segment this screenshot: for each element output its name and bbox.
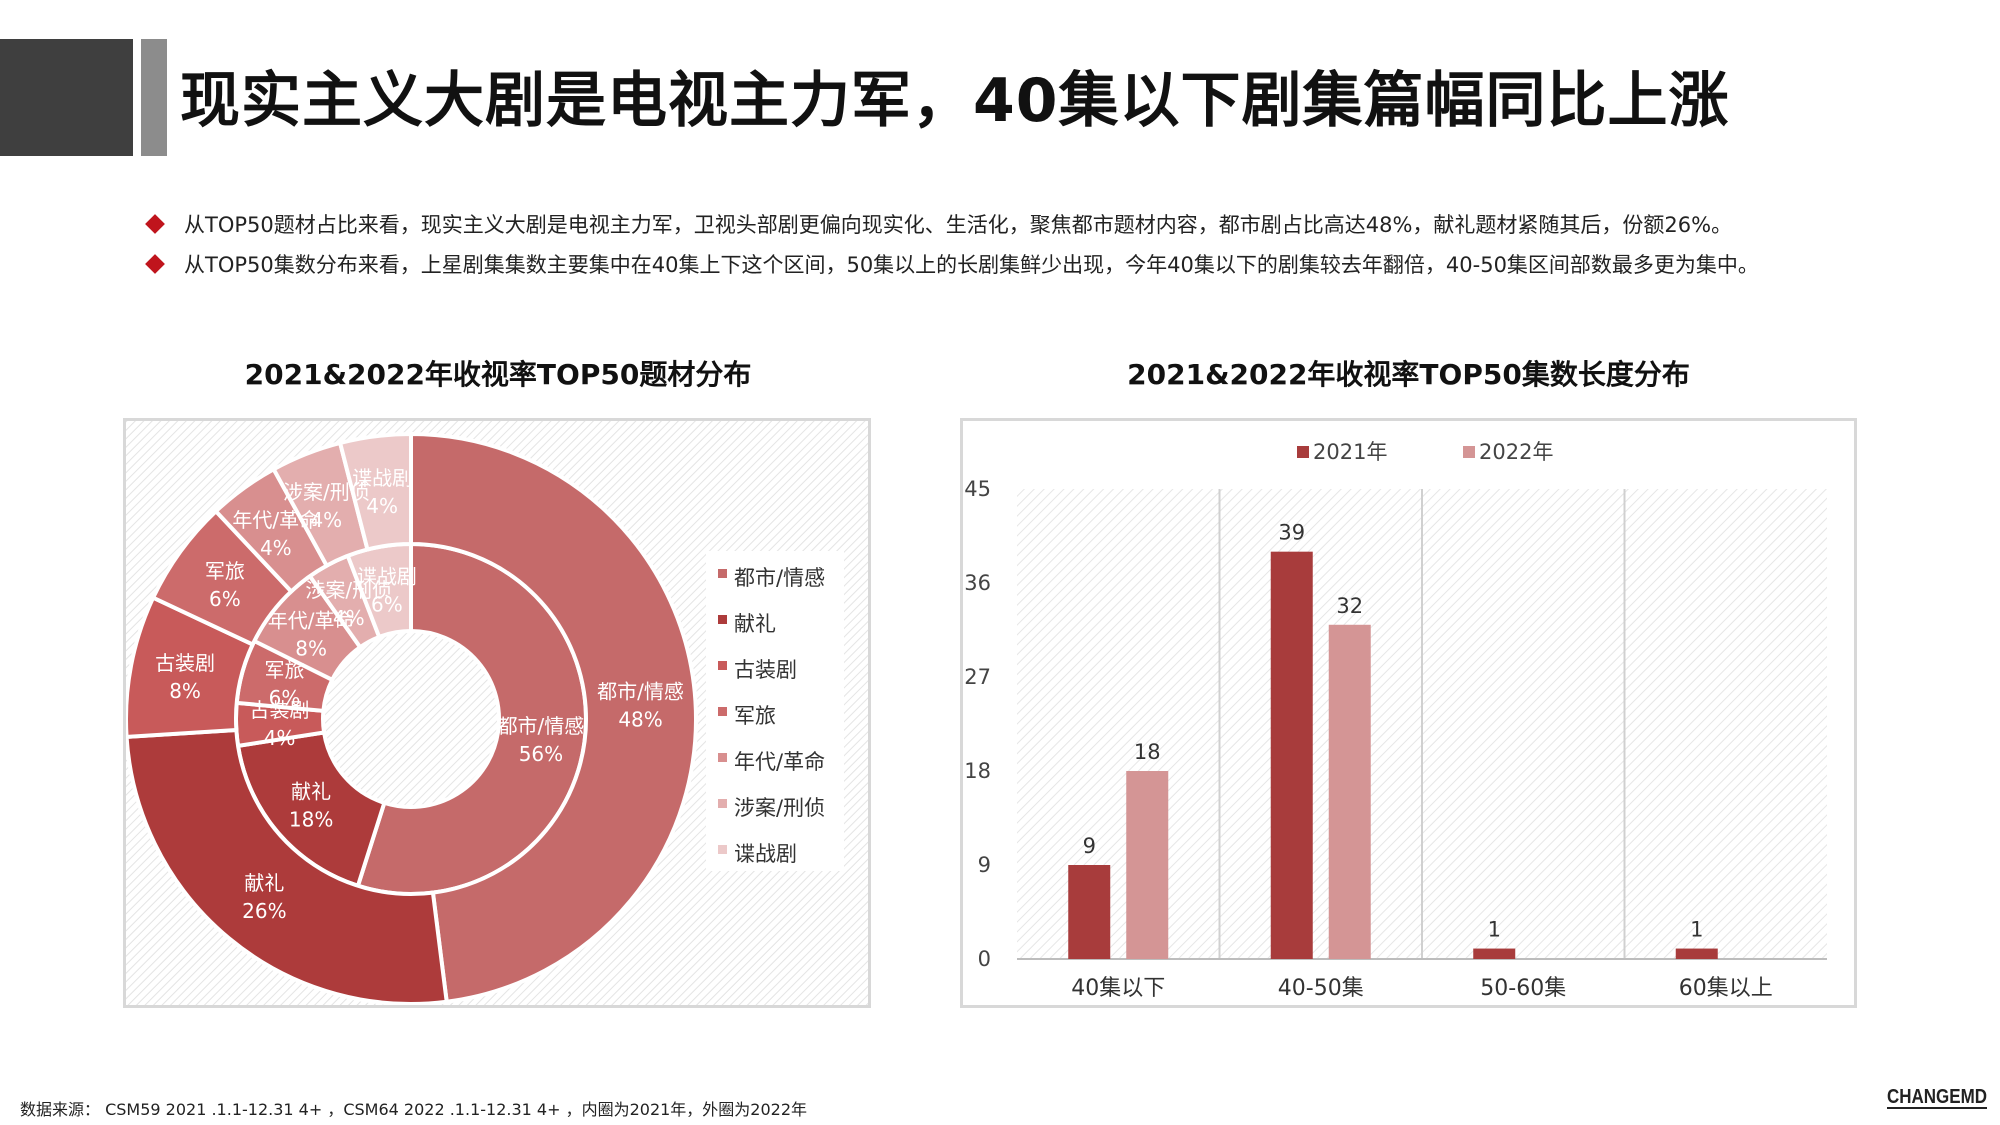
bar-data-label: 32 xyxy=(1336,594,1363,618)
legend-label: 2022年 xyxy=(1479,440,1553,464)
legend-swatch xyxy=(718,661,727,670)
legend-label: 谍战剧 xyxy=(734,842,797,866)
legend-swatch xyxy=(718,799,727,808)
donut-legend-bg xyxy=(706,551,844,871)
legend-label: 涉案/刑侦 xyxy=(734,796,825,820)
donut-percent-label: 8% xyxy=(169,679,201,703)
bullet-item: 从TOP50题材占比来看，现实主义大剧是电视主力军，卫视头部剧更偏向现实化、生活… xyxy=(142,204,1982,244)
legend-swatch xyxy=(1463,446,1475,458)
donut-percent-label: 4% xyxy=(264,726,296,750)
legend-label: 献礼 xyxy=(734,612,776,636)
donut-slice-outer-1 xyxy=(124,727,449,1006)
bar-data-label: 9 xyxy=(1083,834,1096,858)
donut-slice-outer-6 xyxy=(337,431,413,552)
donut-category-label: 涉案/刑侦 xyxy=(283,480,370,504)
x-category-label: 60集以上 xyxy=(1679,976,1773,1001)
bullet-list: 从TOP50题材占比来看，现实主义大剧是电视主力军，卫视头部剧更偏向现实化、生活… xyxy=(142,204,1982,284)
donut-slice-outer-0 xyxy=(409,431,698,1004)
donut-chart-frame: 都市/情感 56% 献礼 18% 古装剧 4% 军旅 6% 年代/革命 8% 涉案/刑侦 4% 谍战剧 6… xyxy=(123,418,871,1008)
bar-2021年-60集以上 xyxy=(1675,948,1718,959)
donut-category-label: 军旅 xyxy=(205,559,245,583)
legend-label: 年代/革命 xyxy=(734,750,825,774)
donut-percent-label: 6% xyxy=(269,686,301,710)
donut-category-label: 谍战剧 xyxy=(357,565,417,589)
donut-category-label: 都市/情感 xyxy=(597,680,684,704)
legend-label: 都市/情感 xyxy=(734,566,825,590)
donut-category-label: 献礼 xyxy=(291,780,331,804)
y-tick-label: 18 xyxy=(964,759,991,783)
diamond-bullet-icon xyxy=(145,254,165,274)
legend-swatch xyxy=(1297,446,1309,458)
bar-data-label: 39 xyxy=(1278,521,1305,545)
header-accent-block xyxy=(0,39,133,156)
bar-data-label: 1 xyxy=(1690,918,1703,942)
y-tick-label: 45 xyxy=(964,477,991,501)
donut-percent-label: 26% xyxy=(242,899,286,923)
donut-category-label: 年代/革命 xyxy=(268,608,355,632)
donut-category-label: 年代/革命 xyxy=(232,508,319,532)
donut-category-label: 献礼 xyxy=(244,871,284,895)
bar-chart-frame: 0 9 18 27 36 45 40集以下 40-50集 50-60集 60集以上 9 18 39 32… xyxy=(960,418,1857,1008)
legend-label: 2021年 xyxy=(1313,440,1387,464)
donut-chart: 都市/情感56%献礼18%古装剧4%军旅6%年代/革命8%涉案/刑侦4%谍战剧6… xyxy=(124,421,868,1006)
donut-percent-label: 4% xyxy=(310,508,342,532)
bar-2022年-40-50集 xyxy=(1328,624,1371,959)
legend-swatch xyxy=(718,615,727,624)
y-tick-label: 36 xyxy=(964,571,991,595)
diamond-bullet-icon xyxy=(145,214,165,234)
y-tick-label: 9 xyxy=(978,853,991,877)
bar-data-label: 18 xyxy=(1134,740,1161,764)
legend-swatch xyxy=(718,845,727,854)
donut-category-label: 古装剧 xyxy=(250,698,310,722)
donut-percent-label: 56% xyxy=(519,742,563,766)
donut-category-label: 涉案/刑侦 xyxy=(305,578,392,602)
donut-percent-label: 48% xyxy=(618,708,662,732)
bullet-text: 从TOP50题材占比来看，现实主义大剧是电视主力军，卫视头部剧更偏向现实化、生活… xyxy=(184,213,1733,237)
bar-2021年-40-50集 xyxy=(1270,551,1313,959)
donut-percent-label: 18% xyxy=(289,808,333,832)
donut-category-label: 都市/情感 xyxy=(498,714,585,738)
y-tick-label: 0 xyxy=(978,947,991,971)
donut-category-label: 军旅 xyxy=(265,658,305,682)
page-title: 现实主义大剧是电视主力军，40集以下剧集篇幅同比上涨 xyxy=(180,66,1730,136)
bullet-item: 从TOP50集数分布来看，上星剧集集数主要集中在40集上下这个区间，50集以上的… xyxy=(142,244,1982,284)
donut-percent-label: 6% xyxy=(209,587,241,611)
legend-swatch xyxy=(718,569,727,578)
legend-swatch xyxy=(718,753,727,762)
bar-chart-title: 2021&2022年收视率TOP50集数长度分布 xyxy=(1127,358,1690,391)
svg-text:CHANGEMD: CHANGEMD xyxy=(1887,1086,1987,1108)
legend-label: 古装剧 xyxy=(734,658,797,682)
legend-swatch xyxy=(718,707,727,716)
donut-category-label: 古装剧 xyxy=(155,651,215,675)
donut-chart-title: 2021&2022年收视率TOP50题材分布 xyxy=(244,358,752,391)
y-tick-label: 27 xyxy=(964,665,991,689)
bar-2021年-50-60集 xyxy=(1473,948,1516,959)
legend-label: 军旅 xyxy=(734,704,776,728)
x-category-label: 40-50集 xyxy=(1278,976,1364,1001)
bar-chart: 0 9 18 27 36 45 40集以下 40-50集 50-60集 60集以上 9 18 39 32… xyxy=(964,440,1827,1001)
x-category-label: 50-60集 xyxy=(1480,976,1566,1001)
donut-percent-label: 8% xyxy=(295,636,327,660)
bullet-text: 从TOP50集数分布来看，上星剧集集数主要集中在40集上下这个区间，50集以上的… xyxy=(184,253,1759,277)
donut-category-label: 谍战剧 xyxy=(352,466,412,490)
x-category-label: 40集以下 xyxy=(1071,976,1165,1001)
donut-percent-label: 4% xyxy=(366,494,398,518)
header-accent-bar xyxy=(141,39,167,156)
donut-percent-label: 4% xyxy=(260,536,292,560)
donut-percent-label: 4% xyxy=(333,606,365,630)
donut-percent-label: 6% xyxy=(371,593,403,617)
bar-2022年-40集以下 xyxy=(1126,771,1169,959)
data-source-note: 数据来源： CSM59 2021 .1.1-12.31 4+ ，CSM64 20… xyxy=(20,1100,808,1119)
bar-2021年-40集以下 xyxy=(1068,865,1111,959)
bar-data-label: 1 xyxy=(1488,918,1501,942)
changemd-logo: CHANGEMD xyxy=(1887,1086,1987,1109)
